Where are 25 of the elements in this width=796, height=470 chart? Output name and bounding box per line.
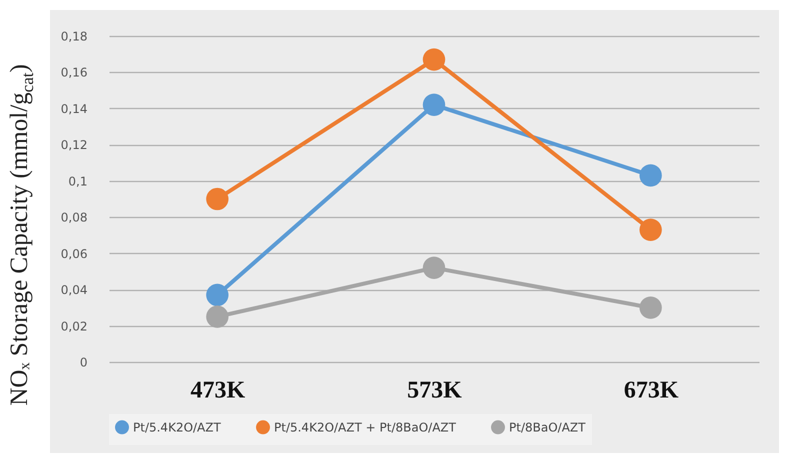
y-tick-label: 0,16 — [60, 66, 88, 80]
point — [639, 164, 662, 187]
point — [206, 284, 229, 306]
x-tick-label: 573K — [407, 378, 462, 404]
y-tick-label: 0,06 — [60, 246, 88, 261]
point — [206, 188, 229, 210]
y-tick-label: 0,02 — [60, 319, 88, 334]
legend-label: Pt/8BaO/AZT — [509, 420, 586, 434]
legend-label: Pt/5.4K2O/AZT + Pt/8BaO/AZT — [274, 420, 457, 434]
y-tick-label: 0,12 — [60, 138, 88, 152]
point — [206, 306, 229, 328]
x-tick-label: 473K — [190, 378, 246, 404]
y-tick-label: 0,14 — [60, 102, 88, 116]
point — [639, 218, 662, 241]
legend-label: Pt/5.4K2O/AZT — [133, 420, 222, 434]
x-tick-label: 673K — [624, 378, 679, 404]
point — [639, 296, 662, 319]
y-tick-label: 0,04 — [60, 283, 88, 298]
point — [422, 48, 446, 71]
y-tick-label: 0 — [80, 356, 88, 370]
y-tick-label: 0,08 — [60, 210, 88, 225]
point — [422, 94, 446, 116]
y-tick-label: 0,1 — [68, 174, 88, 188]
point — [422, 256, 446, 279]
y-tick-label: 0,18 — [60, 30, 88, 44]
